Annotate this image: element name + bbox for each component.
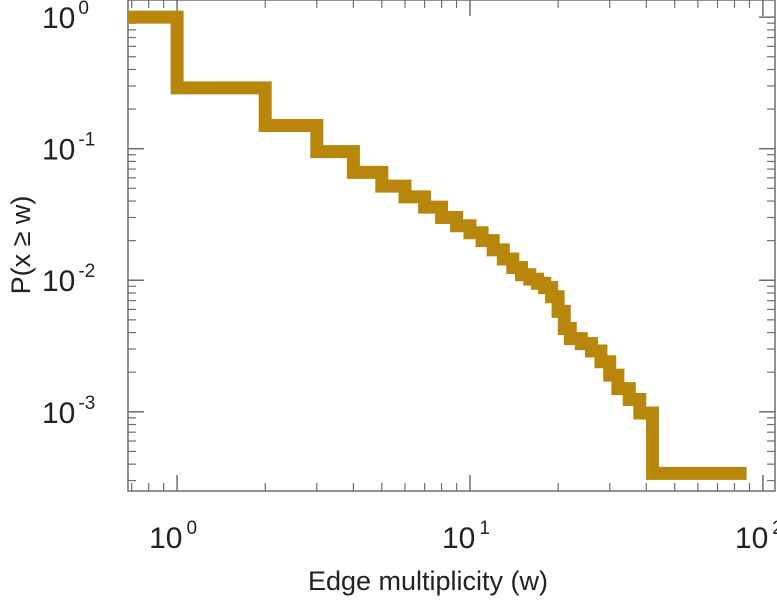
y-tick-label: 10 0 — [42, 0, 89, 35]
x-tick-label-exponent: 2 — [772, 518, 777, 539]
y-tick-label: 10 -3 — [42, 393, 95, 430]
x-tick-label-exponent: 1 — [479, 518, 490, 539]
x-tick-label-base: 10 — [735, 522, 768, 555]
x-tick-label-base: 10 — [149, 522, 182, 555]
y-tick-label-exponent: -1 — [78, 130, 95, 151]
y-tick-label: 10 -1 — [42, 130, 95, 167]
x-tick-labels: 100101102 — [149, 518, 777, 555]
x-tick-label-exponent: 0 — [186, 518, 197, 539]
y-tick-label: 10 -2 — [42, 261, 95, 298]
minor-ticks — [128, 0, 775, 491]
y-tick-label-exponent: -2 — [78, 261, 95, 282]
x-tick-label: 10 0 — [149, 518, 197, 555]
x-axis-label: Edge multiplicity (w) — [308, 566, 548, 596]
y-tick-label-base: 10 — [42, 397, 75, 430]
ccdf-step-line — [128, 10, 747, 480]
y-tick-label-base: 10 — [42, 134, 75, 167]
major-ticks — [128, 0, 775, 491]
plot-area-frame — [127, 0, 776, 492]
y-tick-label-base: 10 — [42, 265, 75, 298]
x-tick-label: 102 — [735, 518, 777, 555]
x-tick-label-base: 10 — [442, 522, 475, 555]
y-tick-label-exponent: 0 — [78, 0, 89, 19]
y-tick-label-base: 10 — [42, 2, 75, 35]
y-tick-label-exponent: -3 — [78, 393, 95, 414]
x-tick-label: 10 1 — [442, 518, 490, 555]
y-axis-label: P(x ≥ w) — [6, 196, 36, 295]
